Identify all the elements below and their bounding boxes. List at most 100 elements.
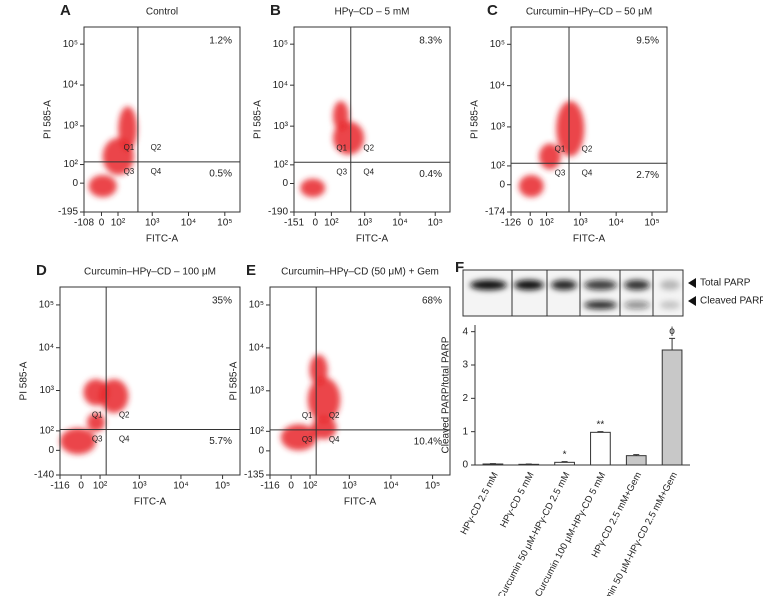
quadrant-percent: 1.2%	[209, 36, 232, 47]
cell-cloud	[333, 101, 349, 131]
x-tick-label: 10⁵	[644, 218, 659, 229]
cell-cloud	[311, 416, 337, 440]
x-tick-label: 0	[313, 218, 319, 229]
x-tick-label: 10²	[111, 218, 126, 229]
panel-title: Curcumin–HPγ–CD – 100 μM	[84, 267, 216, 278]
plot-frame	[83, 26, 241, 213]
quadrant-label: Q1	[92, 411, 103, 420]
quadrant-label: Q2	[329, 411, 340, 420]
cell-cloud	[99, 379, 129, 413]
bar	[661, 349, 683, 466]
quadrant-label: Q4	[329, 435, 340, 444]
x-tick-label: -116	[260, 481, 280, 492]
cell-cloud	[556, 101, 585, 157]
plot-frame	[510, 26, 668, 213]
x-tick-label: 10⁵	[217, 218, 232, 229]
y-tick-label: 0	[462, 460, 468, 471]
x-tick-label: -108	[74, 218, 94, 229]
significance-marker: ϕ	[669, 326, 675, 337]
y-tick-label: -140	[34, 470, 54, 481]
quadrant-percent: 35%	[212, 296, 232, 307]
x-axis-label: FITC-A	[356, 234, 389, 245]
cell-cloud	[118, 106, 138, 151]
x-tick-label: 0	[288, 481, 294, 492]
quadrant-label: Q4	[582, 168, 593, 177]
x-tick-label: 10⁵	[428, 218, 443, 229]
y-tick-label: 10³	[491, 122, 506, 133]
quadrant-percent: 9.5%	[636, 36, 659, 47]
plot-frame	[59, 286, 241, 476]
y-tick-label: 0	[258, 446, 264, 457]
quadrant-label: Q1	[124, 143, 135, 152]
blot-band	[470, 280, 507, 290]
quadrant-percent: 0.4%	[419, 169, 442, 180]
y-tick-label: 10²	[274, 159, 289, 170]
y-tick-label: 3	[462, 360, 468, 371]
y-tick-label: 10⁵	[490, 39, 505, 50]
x-tick-label: 0	[99, 218, 105, 229]
x-tick-label: 10²	[93, 481, 108, 492]
y-tick-label: 10³	[40, 385, 55, 396]
quadrant-label: Q1	[302, 411, 313, 420]
cloud-group	[60, 379, 129, 455]
x-tick-label: 0	[78, 481, 84, 492]
y-tick-label: 0	[282, 178, 288, 189]
cell-cloud	[300, 178, 326, 198]
panel-title: Curcumin–HPγ–CD – 50 μM	[526, 7, 652, 18]
y-tick-label: 10⁴	[39, 342, 54, 353]
quadrant-percent: 5.7%	[209, 436, 232, 447]
panel-letter: F	[455, 259, 464, 276]
cell-cloud	[60, 428, 96, 455]
y-axis-label: PI 585-A	[253, 100, 264, 139]
x-tick-label: 10⁴	[383, 481, 398, 492]
error-bar	[561, 461, 568, 463]
panel-title: HPγ–CD – 5 mM	[334, 7, 409, 18]
y-tick-label: 10⁵	[273, 39, 288, 50]
error-bar	[669, 337, 676, 350]
blot-arrow	[688, 278, 696, 288]
y-tick-label: 10²	[64, 159, 79, 170]
y-tick-label: 0	[48, 445, 54, 456]
panel-letter: B	[270, 2, 281, 19]
blot-band	[660, 301, 680, 309]
quadrant-percent: 8.3%	[419, 36, 442, 47]
quadrant-label: Q4	[119, 435, 130, 444]
y-tick-label: 4	[462, 326, 468, 337]
panel-title: Control	[146, 7, 178, 18]
blot-band	[624, 280, 650, 290]
quadrant-label: Q3	[124, 167, 135, 176]
quadrant-label: Q3	[336, 167, 347, 176]
error-bar	[633, 454, 640, 456]
quadrant-percent: 10.4%	[414, 437, 442, 448]
blot-band	[514, 280, 544, 290]
y-tick-label: 10³	[274, 121, 289, 132]
blot-background	[462, 269, 684, 317]
y-tick-label: 10²	[491, 161, 506, 172]
significance-marker: *	[563, 449, 567, 460]
y-tick-label: 1	[462, 426, 468, 437]
panel-letter: D	[36, 262, 47, 279]
quadrant-label: Q4	[363, 167, 374, 176]
y-tick-label: -174	[485, 207, 505, 218]
y-tick-label: 10⁵	[63, 39, 78, 50]
blot-band	[624, 301, 650, 309]
y-tick-label: 0	[72, 178, 78, 189]
y-tick-label: 0	[499, 179, 505, 190]
blot-band	[584, 301, 617, 309]
x-tick-label: Curcumin 100 μM-HPγ-CD 5 mM	[533, 470, 608, 596]
quadrant-label: Q2	[582, 144, 593, 153]
y-tick-label: -190	[268, 207, 288, 218]
panel-letter: E	[246, 262, 256, 279]
quadrant-label: Q4	[151, 167, 162, 176]
plot-frame	[293, 26, 451, 213]
bar	[590, 431, 611, 466]
bar	[554, 461, 575, 466]
quadrant-label: Q3	[92, 435, 103, 444]
panel-title: Curcumin–HPγ–CD (50 μM) + Gem	[281, 267, 439, 278]
bar	[625, 455, 647, 466]
y-axis-label: Cleaved PARP/total PARP	[441, 336, 452, 453]
x-tick-label: 10³	[573, 218, 588, 229]
cell-cloud	[88, 175, 117, 198]
x-tick-label: 10²	[539, 218, 554, 229]
